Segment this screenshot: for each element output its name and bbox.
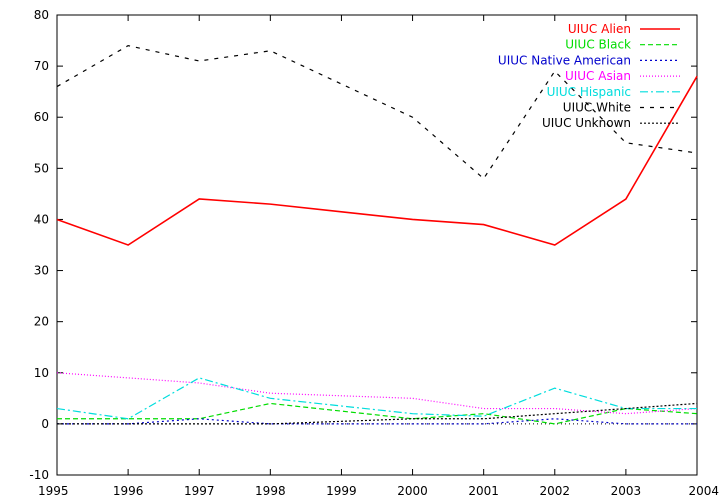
y-tick-label: 10 bbox=[34, 366, 49, 380]
x-tick-label: 2002 bbox=[540, 484, 571, 498]
legend-label: UIUC Hispanic bbox=[547, 85, 631, 99]
series-line-uiuc-hispanic bbox=[56, 377, 697, 420]
ticks-layer: -10 0 10 20 30 40 50 60 70 80 1995 1996 1997 1998 1999… bbox=[29, 8, 719, 498]
y-tick-label: 50 bbox=[34, 161, 49, 175]
legend-label: UIUC Black bbox=[565, 38, 631, 52]
legend-label: UIUC Asian bbox=[565, 69, 631, 83]
y-tick-label: 0 bbox=[41, 417, 49, 431]
series-line-uiuc-black bbox=[57, 402, 698, 425]
plot-frame bbox=[56, 14, 698, 476]
x-tick-label: 2001 bbox=[468, 484, 499, 498]
series-line-uiuc-unknown bbox=[57, 402, 698, 425]
series-layer bbox=[56, 45, 698, 425]
x-tick-label: 2003 bbox=[611, 484, 642, 498]
legend-label: UIUC Unknown bbox=[542, 116, 631, 130]
series-line-uiuc-asian bbox=[56, 372, 698, 415]
y-tick-label: 20 bbox=[34, 315, 49, 329]
x-tick-label: 2004 bbox=[688, 484, 719, 498]
x-tick-label: 2000 bbox=[397, 484, 428, 498]
series-line-uiuc-native-american bbox=[57, 418, 697, 425]
legend-label: UIUC Alien bbox=[568, 22, 631, 36]
legend-label: UIUC Native American bbox=[498, 53, 631, 67]
x-tick-label: 1998 bbox=[255, 484, 286, 498]
series-line-uiuc-alien bbox=[56, 75, 698, 246]
y-tick-label: 60 bbox=[34, 110, 49, 124]
y-tick-label: 70 bbox=[34, 59, 49, 73]
y-tick-label: 80 bbox=[34, 8, 49, 22]
y-tick-label: 40 bbox=[34, 212, 49, 226]
y-tick-label: 30 bbox=[34, 264, 49, 278]
y-tick-label: -10 bbox=[29, 468, 49, 482]
x-tick-label: 1996 bbox=[113, 484, 144, 498]
x-tick-label: 1999 bbox=[326, 484, 357, 498]
x-tick-label: 1995 bbox=[38, 484, 69, 498]
legend-label: UIUC White bbox=[563, 101, 631, 115]
x-tick-label: 1997 bbox=[184, 484, 215, 498]
